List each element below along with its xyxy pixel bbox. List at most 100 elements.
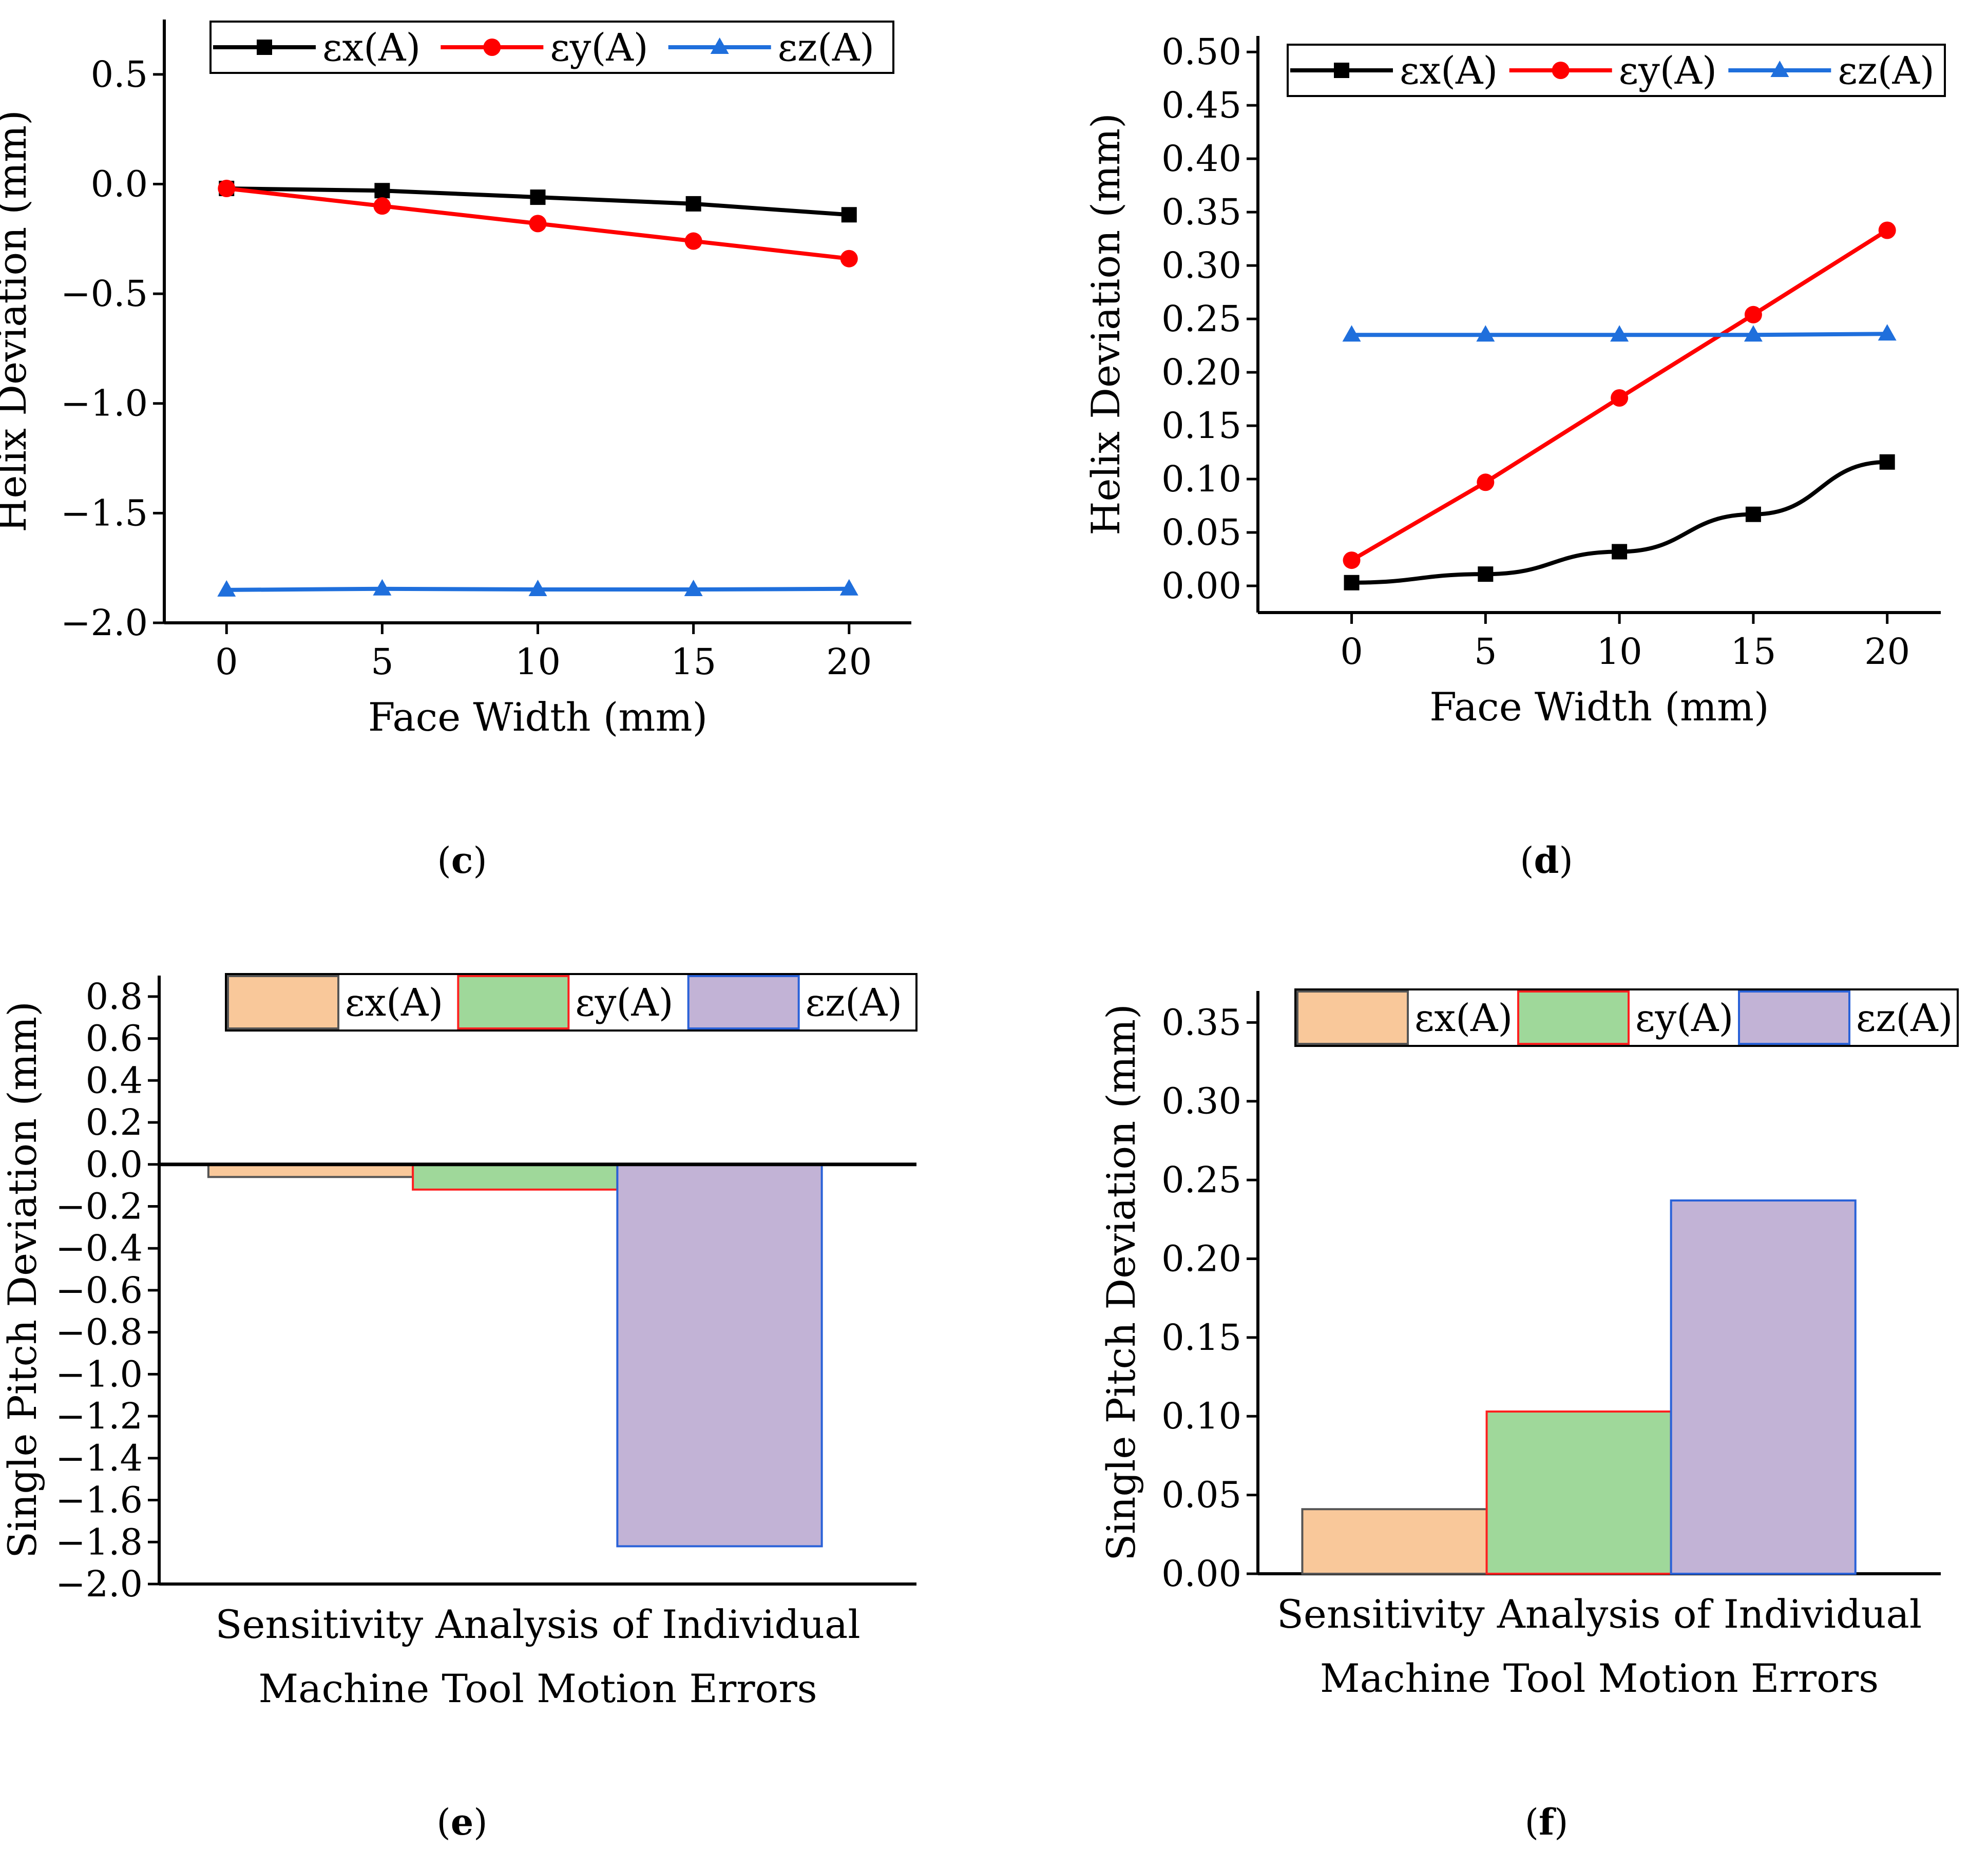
c-xtick-label: 0 [215,641,238,683]
e-legend-swatch-0 [227,975,339,1029]
c-legend: εx(A) εy(A) εz(A) [209,21,894,74]
c-legend-label-1: εy(A) [550,26,648,70]
f-bar-0 [1301,1508,1488,1575]
d-series-2-point [1342,325,1361,342]
d-ytick-label: 0.35 [1161,191,1241,233]
f-legend-swatch-0 [1296,990,1409,1045]
c-xtick-label: 10 [515,641,561,683]
panel-e-label: (e) [436,1801,487,1843]
c-ytick-label: −1.0 [61,383,148,425]
f-ylabel: Single Pitch Deviation (mm) [1098,1004,1144,1561]
d-xtick-label: 0 [1340,631,1363,673]
d-series-2-point [1610,325,1629,342]
e-legend-swatch-2 [687,975,800,1029]
c-ytick-label: −0.5 [61,273,148,315]
c-ytick-label: −2.0 [61,602,148,644]
e-ytick-label: −1.8 [55,1521,143,1563]
f-ytick-label: 0.25 [1161,1159,1241,1201]
c-legend-label-0: εx(A) [322,26,420,70]
f-legend-label-0: εx(A) [1414,996,1513,1040]
f-ytick-label: 0.35 [1161,1001,1241,1043]
f-legend-swatch-2 [1738,990,1850,1045]
e-legend-label-2: εz(A) [806,981,903,1025]
e-ytick-label: −0.2 [55,1185,143,1227]
d-xtick-label: 10 [1597,631,1642,673]
c-series-0-point [374,183,390,199]
d-legend-label-0: εx(A) [1400,49,1498,93]
e-xlabel-line-1: Machine Tool Motion Errors [258,1666,817,1711]
e-legend-label-1: εy(A) [575,981,673,1025]
panel-d: 0.00 0.05 0.10 0.15 0.20 0.25 0.30 0.35 0.40 0.45… [1083,31,1946,730]
d-legend-box [1287,44,1946,97]
c-series-2-point [684,580,703,597]
e-ytick-label: 0.8 [86,976,143,1018]
e-ytick-label: 0.2 [86,1101,143,1143]
e-ytick-label: −1.6 [55,1479,143,1521]
d-series-1-point [1744,306,1762,323]
e-bar-0 [207,1163,414,1178]
d-series-0-point [1612,544,1628,560]
c-legend-marker-0 [257,40,272,55]
e-ytick-label: −0.8 [55,1311,143,1353]
d-ytick-label: 0.15 [1161,405,1241,447]
d-xlabel: Face Width (mm) [1429,684,1769,730]
f-ytick-label: 0.00 [1161,1553,1241,1595]
e-ytick-label: −1.2 [55,1395,143,1437]
c-series-0-point [530,189,546,205]
e-xlabel-line-0: Sensitivity Analysis of Individual [215,1601,860,1647]
d-series-0-point [1879,454,1895,470]
c-series-2-point [373,579,392,596]
d-legend-label-2: εz(A) [1838,49,1935,93]
c-xlabel: Face Width (mm) [368,694,708,740]
f-legend: εx(A) εy(A) εz(A) [1294,988,1959,1047]
f-ytick-label: 0.10 [1161,1395,1241,1437]
f-legend-swatch-1 [1517,990,1630,1045]
c-series-2-point [839,579,858,596]
f-bar-1 [1485,1410,1672,1575]
d-series-2-point [1878,324,1897,341]
c-ylabel: Helix Deviation (mm) [0,110,35,532]
d-legend: εx(A) εy(A) εz(A) [1287,44,1946,97]
d-series-1-point [1477,473,1495,491]
d-xtick-label: 15 [1730,631,1776,673]
e-bar-1 [412,1163,619,1191]
e-ylabel: Single Pitch Deviation (mm) [0,1001,45,1558]
c-ytick-label: 0.0 [91,163,148,205]
panel-e: 0.80.60.40.20.0−0.2−0.4−0.6−0.8−1.0−1.2−… [0,973,917,1711]
d-ylabel: Helix Deviation (mm) [1083,113,1129,536]
c-series-1-point [373,197,391,215]
c-legend-marker-2 [710,37,729,54]
d-xtick-label: 20 [1864,631,1910,673]
d-legend-marker-2 [1770,61,1789,77]
f-xlabel-line-1: Machine Tool Motion Errors [1320,1655,1879,1701]
e-ytick-label: 0.6 [86,1018,143,1060]
e-ytick-label: −0.6 [55,1269,143,1311]
e-legend-label-0: εx(A) [345,981,443,1025]
d-ytick-label: 0.25 [1161,298,1241,340]
e-ytick-label: 0.0 [86,1143,143,1186]
e-legend-swatch-1 [457,975,570,1029]
c-xtick-label: 20 [826,641,872,683]
d-series-0-line [1351,460,1887,585]
d-legend-label-1: εy(A) [1619,49,1717,93]
d-ytick-label: 0.40 [1161,138,1241,180]
d-ytick-label: 0.00 [1161,565,1241,607]
c-legend-label-2: εz(A) [778,26,875,70]
d-ytick-label: 0.45 [1161,84,1241,126]
d-legend-marker-0 [1334,63,1349,78]
e-legend: εx(A) εy(A) εz(A) [225,973,917,1032]
f-ytick-label: 0.15 [1161,1317,1241,1359]
f-legend-label-1: εy(A) [1635,996,1733,1040]
c-series-0-point [841,207,857,223]
d-series-0-point [1344,575,1360,590]
c-series-0-point [685,196,701,212]
d-xtick-label: 5 [1474,631,1497,673]
d-ytick-label: 0.50 [1161,31,1241,73]
c-legend-box [209,21,894,74]
c-series-1-point [218,180,236,197]
f-bar-2 [1670,1199,1857,1575]
d-series-1-point [1878,221,1896,239]
f-ytick-label: 0.30 [1161,1080,1241,1122]
d-ytick-label: 0.30 [1161,244,1241,287]
